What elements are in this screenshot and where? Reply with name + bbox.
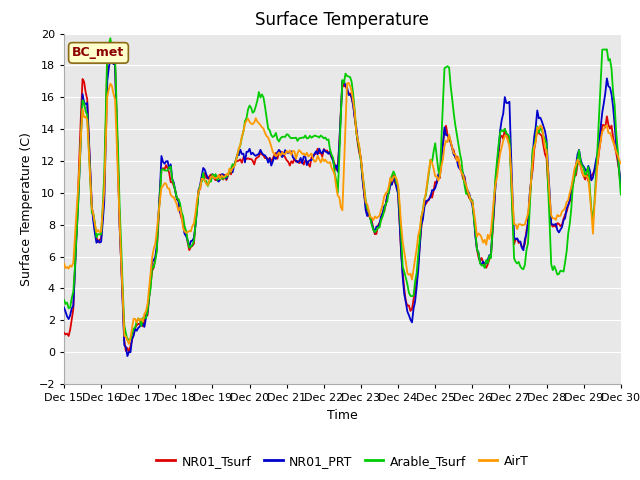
X-axis label: Time: Time bbox=[327, 408, 358, 421]
Title: Surface Temperature: Surface Temperature bbox=[255, 11, 429, 29]
Legend: NR01_Tsurf, NR01_PRT, Arable_Tsurf, AirT: NR01_Tsurf, NR01_PRT, Arable_Tsurf, AirT bbox=[152, 450, 533, 473]
Y-axis label: Surface Temperature (C): Surface Temperature (C) bbox=[20, 132, 33, 286]
Text: BC_met: BC_met bbox=[72, 47, 125, 60]
